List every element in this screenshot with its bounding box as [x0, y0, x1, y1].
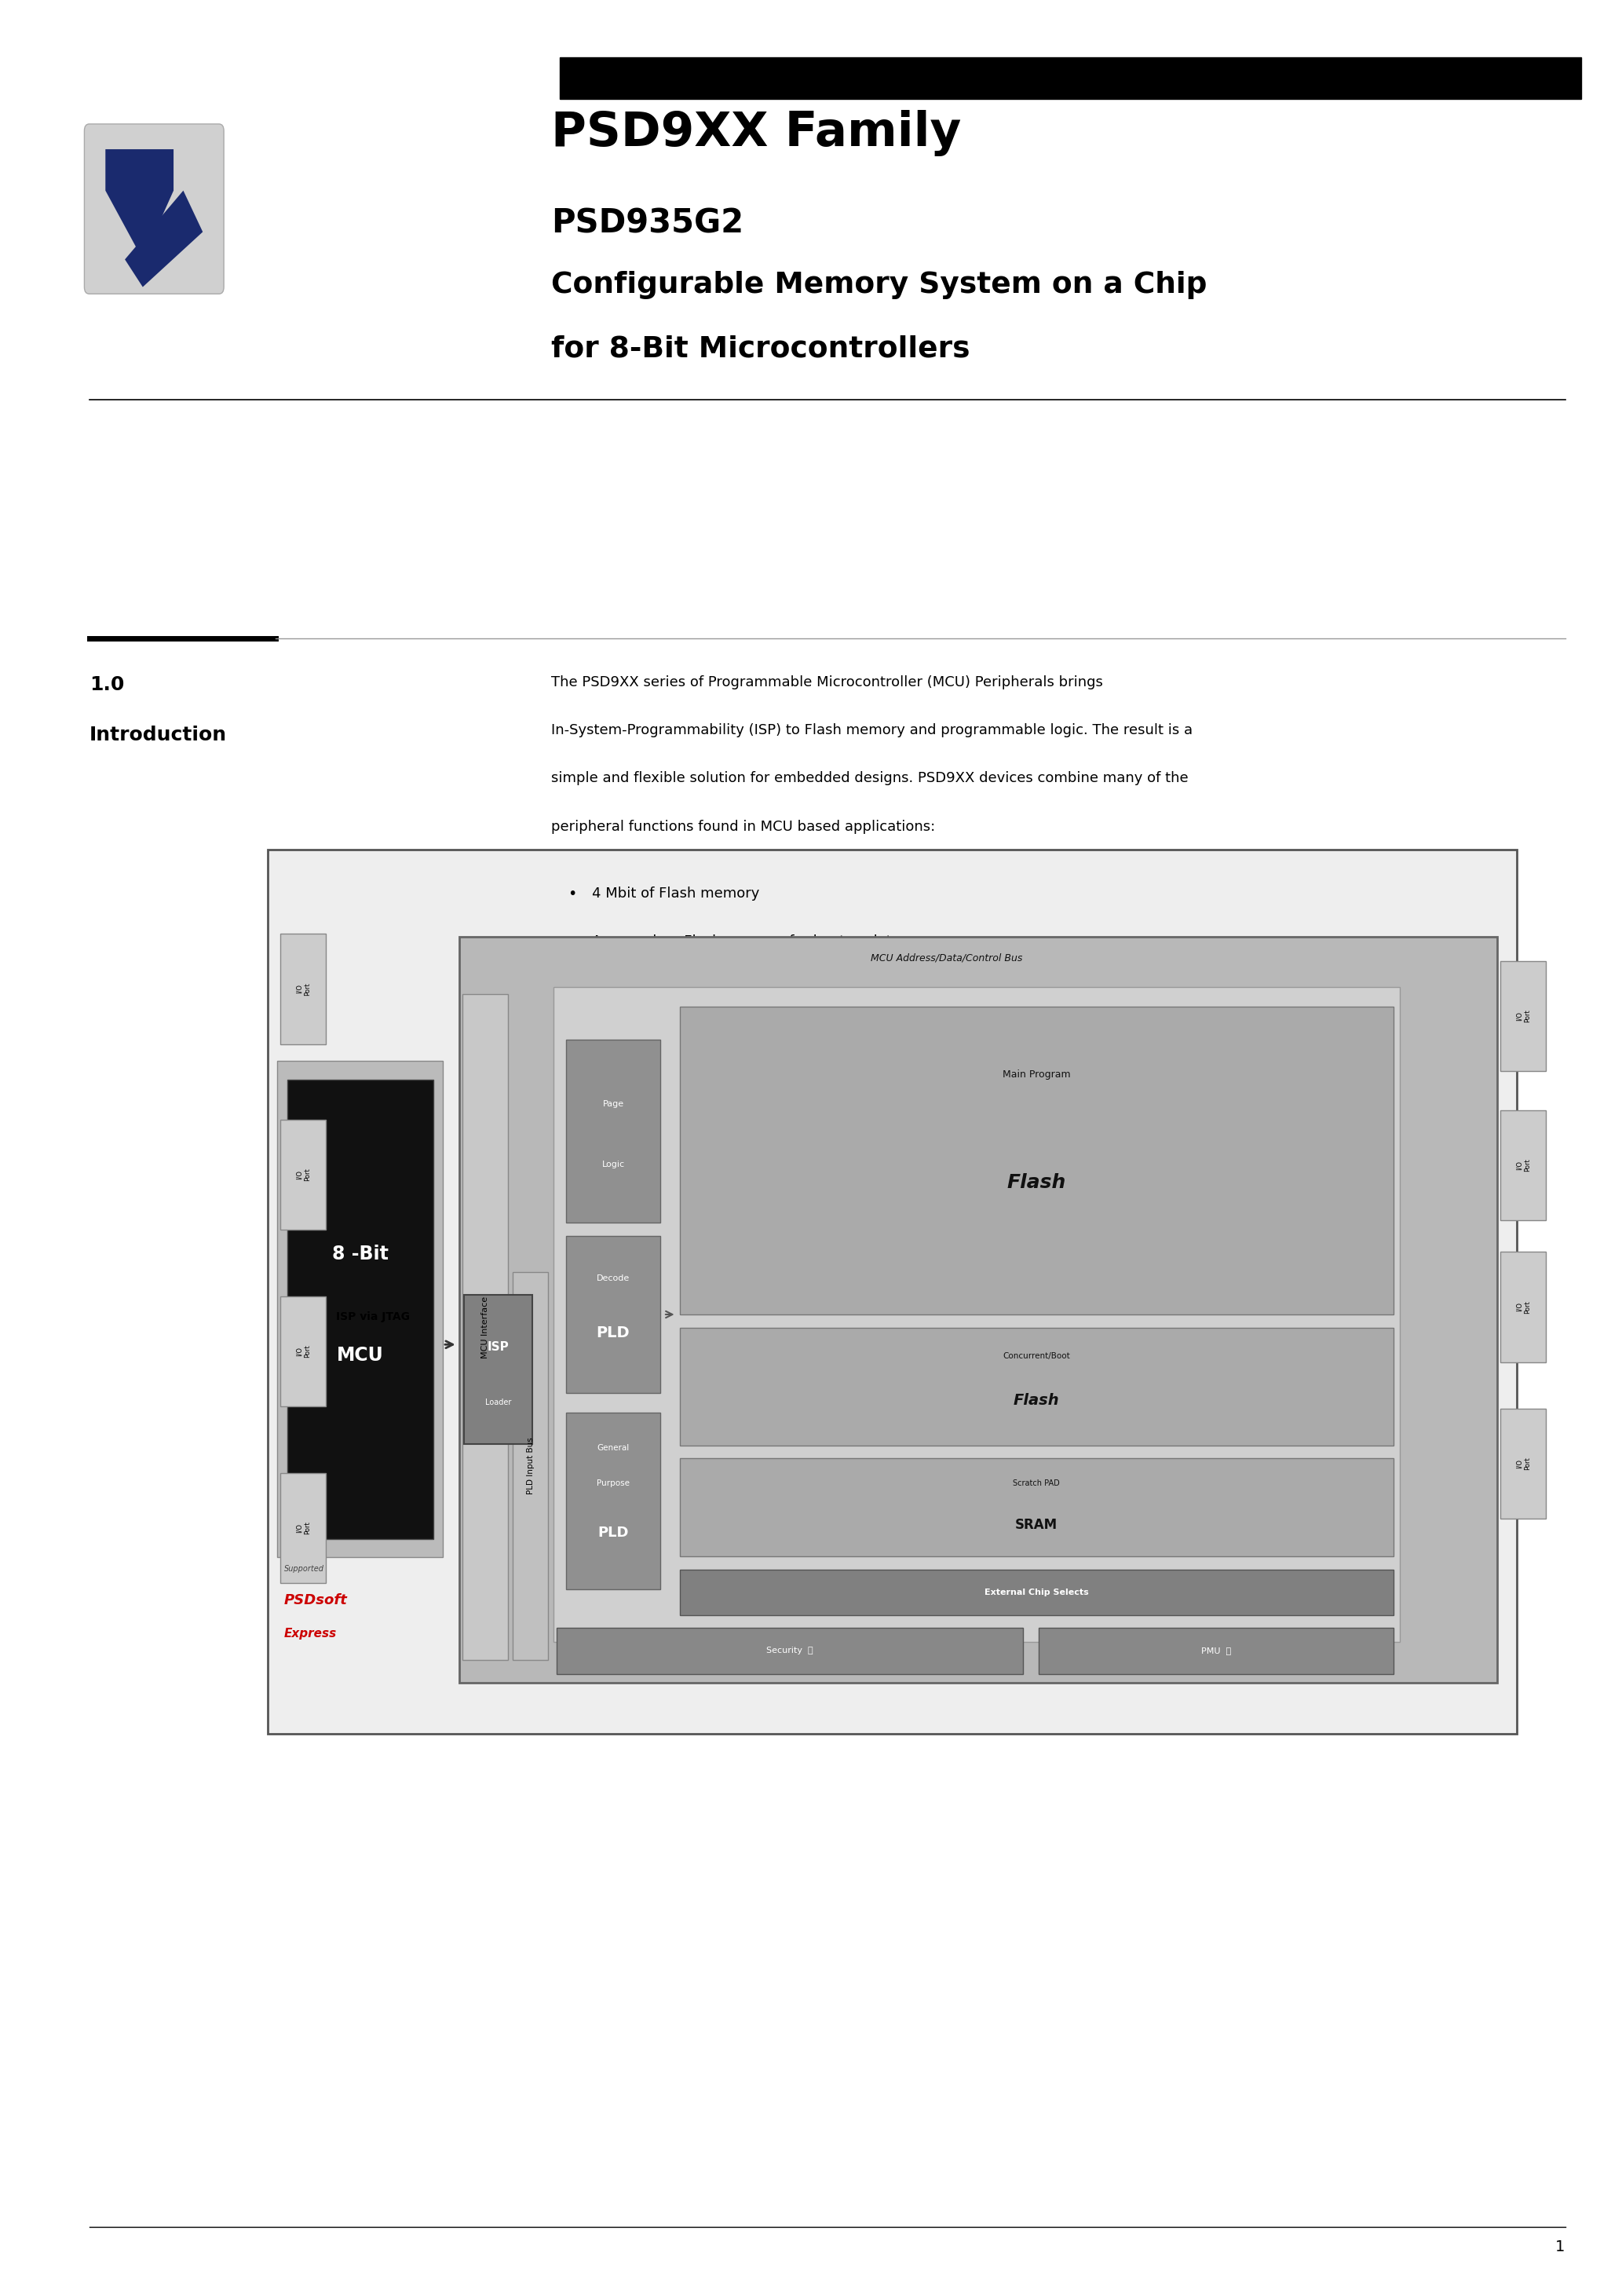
FancyArrowPatch shape [444, 1341, 453, 1348]
Text: I/O
Port: I/O Port [1515, 1010, 1531, 1022]
Text: 4 Mbit of Flash memory: 4 Mbit of Flash memory [592, 886, 759, 900]
Bar [566, 1040, 660, 1224]
Bar [1500, 960, 1546, 1070]
Text: 8 -Bit: 8 -Bit [333, 1244, 388, 1263]
Text: Concurrent/Boot: Concurrent/Boot [1002, 1352, 1071, 1359]
Bar [566, 1235, 660, 1394]
FancyArrowPatch shape [665, 1311, 673, 1318]
Bar [459, 937, 1497, 1683]
Text: •: • [568, 1127, 577, 1141]
Text: Programmable power management.: Programmable power management. [592, 1127, 848, 1141]
Bar [1500, 1407, 1546, 1520]
Bar [281, 1297, 326, 1407]
Text: I/O
Port: I/O Port [295, 1522, 311, 1534]
Bar [281, 934, 326, 1045]
Text: •: • [568, 1031, 577, 1045]
Bar [513, 1272, 548, 1660]
Text: PMU  🔒: PMU 🔒 [1202, 1646, 1231, 1655]
Bar [268, 850, 1517, 1733]
Text: Scratch PAD: Scratch PAD [1014, 1479, 1059, 1488]
Text: I/O
Port: I/O Port [295, 1345, 311, 1357]
Bar [277, 1061, 443, 1557]
Bar [680, 1008, 1393, 1313]
Text: ISP via JTAG: ISP via JTAG [336, 1311, 410, 1322]
Text: Configurable Memory System on a Chip: Configurable Memory System on a Chip [551, 271, 1207, 298]
Bar [560, 57, 1581, 99]
Text: MCU Address/Data/Control Bus: MCU Address/Data/Control Bus [871, 953, 1023, 962]
Text: I/O
Port: I/O Port [295, 983, 311, 996]
Polygon shape [105, 149, 174, 259]
Text: MCU: MCU [337, 1345, 383, 1364]
Text: •: • [568, 1079, 577, 1093]
Text: Flash: Flash [1014, 1394, 1059, 1407]
Text: Reconfigurable I/O ports: Reconfigurable I/O ports [592, 1079, 764, 1093]
Bar [556, 1628, 1023, 1674]
Bar [553, 987, 1400, 1642]
Text: External Chip Selects: External Chip Selects [985, 1589, 1088, 1596]
Text: Express: Express [284, 1628, 337, 1639]
FancyBboxPatch shape [84, 124, 224, 294]
Text: PLD: PLD [597, 1325, 629, 1341]
Text: Purpose: Purpose [597, 1479, 629, 1488]
Bar [680, 1458, 1393, 1557]
Text: Page: Page [602, 1100, 624, 1107]
Text: I/O
Port: I/O Port [1515, 1159, 1531, 1171]
Polygon shape [125, 191, 203, 287]
Bar [281, 1474, 326, 1584]
Text: Main Program: Main Program [1002, 1070, 1071, 1079]
Bar [680, 1570, 1393, 1616]
Text: Logic: Logic [602, 1159, 624, 1169]
Text: •: • [568, 983, 577, 996]
Text: General: General [597, 1444, 629, 1451]
Text: 1.0: 1.0 [89, 675, 123, 693]
Bar [566, 1412, 660, 1589]
Text: PSD935G2: PSD935G2 [551, 207, 744, 239]
Text: Over 3,000 gates of Flash programmable logic: Over 3,000 gates of Flash programmable l… [592, 983, 921, 996]
Text: Security  🔒: Security 🔒 [766, 1646, 813, 1655]
Bar [464, 1295, 532, 1444]
Text: peripheral functions found in MCU based applications:: peripheral functions found in MCU based … [551, 820, 936, 833]
Text: PSD9XX Family: PSD9XX Family [551, 110, 962, 156]
Text: 64 Kbit SRAM: 64 Kbit SRAM [592, 1031, 686, 1045]
Text: I/O
Port: I/O Port [1515, 1458, 1531, 1469]
Bar [1500, 1251, 1546, 1362]
Text: A secondary Flash memory for boot or data: A secondary Flash memory for boot or dat… [592, 934, 900, 948]
Text: for 8-Bit Microcontrollers: for 8-Bit Microcontrollers [551, 335, 970, 363]
Text: Loader: Loader [485, 1398, 511, 1407]
Text: In-System-Programmability (ISP) to Flash memory and programmable logic. The resu: In-System-Programmability (ISP) to Flash… [551, 723, 1194, 737]
Text: PSDsoft: PSDsoft [284, 1593, 347, 1607]
Text: SRAM: SRAM [1015, 1518, 1058, 1531]
Text: Introduction: Introduction [89, 726, 227, 744]
Text: I/O
Port: I/O Port [1515, 1300, 1531, 1313]
Bar [1500, 1109, 1546, 1221]
Text: 1: 1 [1555, 2241, 1565, 2255]
Text: Flash: Flash [1007, 1173, 1066, 1192]
Bar [680, 1327, 1393, 1446]
Text: •: • [568, 934, 577, 948]
Text: Decode: Decode [597, 1274, 629, 1281]
Bar [281, 1120, 326, 1231]
Text: Supported: Supported [284, 1566, 324, 1573]
Bar [287, 1079, 433, 1538]
Bar [1040, 1628, 1393, 1674]
Text: PLD Input Bus: PLD Input Bus [527, 1437, 534, 1495]
Bar [462, 994, 508, 1660]
Text: •: • [568, 886, 577, 900]
Text: I/O
Port: I/O Port [295, 1169, 311, 1180]
Text: ISP: ISP [487, 1341, 509, 1352]
Text: PLD: PLD [597, 1525, 629, 1541]
Text: simple and flexible solution for embedded designs. PSD9XX devices combine many o: simple and flexible solution for embedde… [551, 771, 1189, 785]
Text: The PSD9XX series of Programmable Microcontroller (MCU) Peripherals brings: The PSD9XX series of Programmable Microc… [551, 675, 1103, 689]
Text: MCU Interface: MCU Interface [482, 1295, 488, 1359]
